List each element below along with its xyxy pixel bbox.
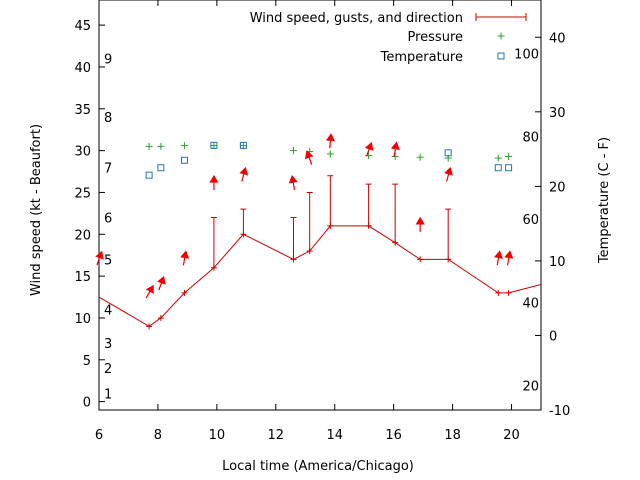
wind-direction-arrow bbox=[390, 141, 400, 157]
legend-sample-wind bbox=[475, 13, 527, 21]
y2-tick-label: 20 bbox=[549, 180, 566, 195]
y2-tick-label: 30 bbox=[549, 106, 566, 121]
fahrenheit-label: 100 bbox=[514, 48, 539, 63]
wind-speed-point bbox=[146, 323, 153, 330]
wind-speed-point bbox=[157, 314, 164, 321]
pressure-point bbox=[289, 147, 297, 155]
beaufort-label: 5 bbox=[104, 253, 112, 268]
beaufort-label: 6 bbox=[104, 212, 112, 227]
wind-direction-arrow bbox=[304, 150, 314, 165]
pressure-point bbox=[494, 154, 502, 162]
y-tick-label: 20 bbox=[74, 228, 91, 243]
y-tick-label: 5 bbox=[83, 354, 91, 369]
x-tick-label: 18 bbox=[444, 428, 461, 443]
plot-frame bbox=[98, 0, 542, 411]
wind-direction-arrow bbox=[209, 174, 219, 191]
y2-tick-label: 0 bbox=[549, 329, 557, 344]
wind-direction-arrow bbox=[180, 250, 190, 266]
y2-tick-label: 10 bbox=[549, 255, 566, 270]
x-tick-label: 8 bbox=[154, 428, 162, 443]
y2-tick-label: 40 bbox=[549, 31, 566, 46]
x-tick-label: 10 bbox=[209, 428, 226, 443]
legend-sample-pressure bbox=[497, 32, 505, 40]
y2-axis-label: Temperature (C - F) bbox=[597, 137, 612, 264]
beaufort-label: 8 bbox=[104, 111, 112, 126]
pressure-point bbox=[157, 142, 165, 150]
wind-gust-bar bbox=[290, 217, 297, 260]
wind-gust-bar bbox=[210, 217, 217, 268]
y-tick-label: 35 bbox=[74, 103, 91, 118]
legend-label-temperature: Temperature bbox=[380, 50, 463, 65]
fahrenheit-label: 40 bbox=[522, 297, 539, 312]
pressure-point bbox=[145, 142, 153, 150]
y-tick-label: 15 bbox=[74, 270, 91, 285]
temperature-point bbox=[145, 171, 153, 179]
wind-gust-bar bbox=[306, 191, 313, 252]
legend-label-wind: Wind speed, gusts, and direction bbox=[250, 11, 463, 26]
wind-gust-bar bbox=[392, 183, 399, 243]
beaufort-label: 4 bbox=[104, 304, 112, 319]
wind-direction-arrow bbox=[157, 275, 166, 291]
wind-direction-arrow bbox=[494, 250, 503, 266]
y-tick-label: 10 bbox=[74, 312, 91, 327]
x-tick-label: 6 bbox=[95, 428, 103, 443]
pressure-point bbox=[326, 150, 334, 158]
wind-direction-arrow bbox=[325, 133, 335, 149]
y-tick-label: 25 bbox=[74, 186, 91, 201]
beaufort-label: 7 bbox=[104, 161, 112, 176]
wind-gust-bar bbox=[240, 208, 247, 235]
wind-direction-arrow bbox=[95, 250, 104, 266]
pressure-point bbox=[416, 153, 424, 161]
x-tick-label: 20 bbox=[503, 428, 520, 443]
temperature-point bbox=[210, 141, 218, 149]
beaufort-label: 2 bbox=[104, 362, 112, 377]
y2-tick-label: -10 bbox=[549, 404, 570, 419]
x-axis-label: Local time (America/Chicago) bbox=[222, 459, 414, 474]
beaufort-label: 3 bbox=[104, 337, 112, 352]
wind-direction-arrow bbox=[444, 166, 453, 182]
wind-speed-point bbox=[417, 256, 424, 263]
pressure-point bbox=[505, 152, 513, 160]
wind-direction-arrow bbox=[288, 175, 298, 191]
wind-direction-arrow bbox=[364, 141, 374, 157]
fahrenheit-label: 20 bbox=[522, 379, 539, 394]
wind-direction-arrow bbox=[415, 216, 425, 232]
legend-sample-temperature bbox=[497, 52, 505, 60]
pressure-point bbox=[391, 152, 399, 160]
temperature-point bbox=[157, 164, 165, 172]
x-tick-label: 14 bbox=[326, 428, 343, 443]
legend-label-pressure: Pressure bbox=[407, 30, 463, 45]
beaufort-label: 9 bbox=[104, 53, 112, 68]
wind-speed-point bbox=[495, 289, 502, 296]
x-tick-label: 16 bbox=[385, 428, 402, 443]
y-tick-label: 0 bbox=[83, 396, 91, 411]
x-tick-label: 12 bbox=[268, 428, 285, 443]
wind-direction-arrow bbox=[145, 284, 154, 299]
temperature-point bbox=[180, 156, 188, 164]
fahrenheit-label: 60 bbox=[522, 213, 539, 228]
wind-gust-bar bbox=[327, 175, 334, 226]
y-tick-label: 40 bbox=[74, 61, 91, 76]
y-axis-label: Wind speed (kt - Beaufort) bbox=[29, 124, 44, 296]
wind-direction-arrow bbox=[239, 166, 249, 182]
wind-speed-line bbox=[98, 225, 542, 327]
fahrenheit-label: 80 bbox=[522, 130, 539, 145]
wind-gust-bar bbox=[445, 208, 452, 260]
wind-speed-point bbox=[181, 289, 188, 296]
temperature-point bbox=[505, 164, 513, 172]
pressure-point bbox=[180, 142, 188, 150]
y-tick-label: 30 bbox=[74, 145, 91, 160]
beaufort-label: 1 bbox=[104, 387, 112, 402]
wind-speed-point bbox=[505, 289, 512, 296]
temperature-point bbox=[444, 149, 452, 157]
temperature-point bbox=[239, 141, 247, 149]
wind-direction-arrow bbox=[504, 250, 514, 266]
wind-gust-bar bbox=[365, 183, 372, 226]
y-tick-label: 45 bbox=[74, 19, 91, 34]
temperature-point bbox=[494, 164, 502, 172]
